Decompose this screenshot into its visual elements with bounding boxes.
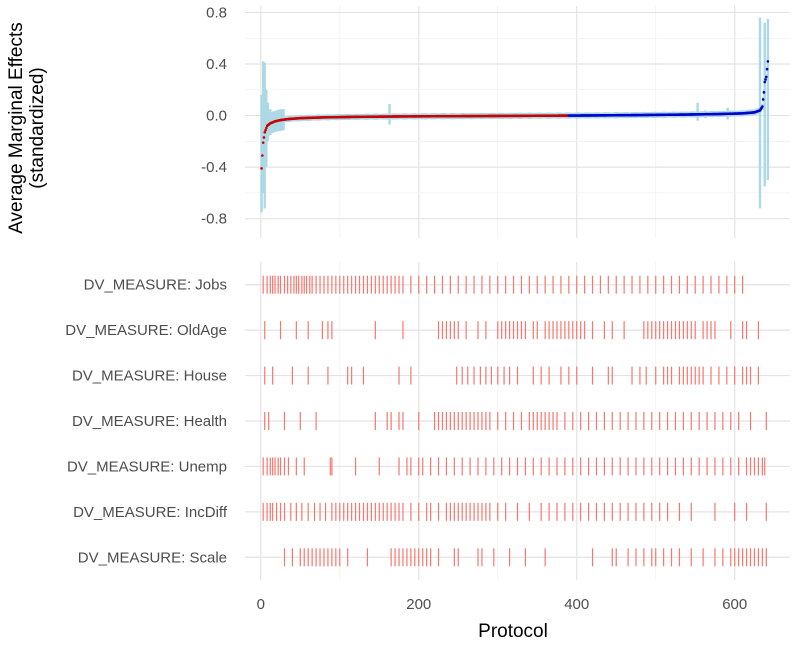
effect-point (261, 141, 265, 144)
category-label: DV_MEASURE: Unemp (67, 458, 227, 475)
y-tick-label: 0.4 (206, 56, 227, 73)
category-label: DV_MEASURE: Scale (78, 549, 227, 566)
x-axis-title: Protocol (478, 621, 548, 642)
category-label: DV_MEASURE: OldAge (65, 322, 227, 339)
effect-point (260, 167, 263, 170)
effect-points (260, 60, 770, 170)
effect-point (265, 126, 268, 130)
category-label: DV_MEASURE: House (72, 368, 227, 385)
y-tick-label: 0.8 (206, 4, 227, 21)
rug-marks (262, 275, 767, 567)
effect-point (763, 80, 767, 84)
category-label: DV_MEASURE: Health (72, 413, 227, 430)
x-tick-label: 0 (257, 596, 265, 613)
effect-point (765, 67, 769, 71)
effect-point (766, 60, 770, 63)
x-tick-label: 400 (564, 596, 589, 613)
y-axis-ticks: -0.8 -0.4 0.0 0.4 0.8 (201, 4, 227, 227)
x-axis-ticks: 0 200 400 600 (257, 596, 748, 613)
marginal-effects-panel: -0.8 -0.4 0.0 0.4 0.8 Average Marginal Effec… (6, 4, 790, 238)
protocol-rug-panel: DV_MEASURE: Jobs DV_MEASURE: OldAge DV_MEA… (65, 262, 790, 642)
x-tick-label: 200 (406, 596, 431, 613)
x-tick-label: 600 (722, 596, 747, 613)
effect-point (264, 128, 267, 132)
y-axis-title-line1: Average Marginal Effects (6, 22, 27, 234)
category-label: DV_MEASURE: Jobs (84, 277, 227, 294)
top-panel-gridlines (245, 6, 790, 238)
y-tick-label: 0.0 (206, 108, 227, 125)
y-tick-label: -0.8 (201, 211, 227, 228)
effect-point (262, 136, 266, 139)
y-axis-title-line2: (standardized) (27, 67, 48, 188)
effect-point (263, 131, 267, 134)
effect-point (764, 78, 767, 81)
category-label: DV_MEASURE: IncDiff (73, 504, 228, 521)
effect-point (765, 75, 768, 79)
category-labels: DV_MEASURE: Jobs DV_MEASURE: OldAge DV_MEA… (65, 277, 228, 567)
effect-point (761, 98, 765, 101)
effect-point (761, 105, 764, 108)
effect-point (261, 154, 264, 157)
effect-point (762, 91, 766, 94)
y-tick-label: -0.4 (201, 159, 227, 176)
bottom-panel-gridlines (245, 262, 790, 580)
